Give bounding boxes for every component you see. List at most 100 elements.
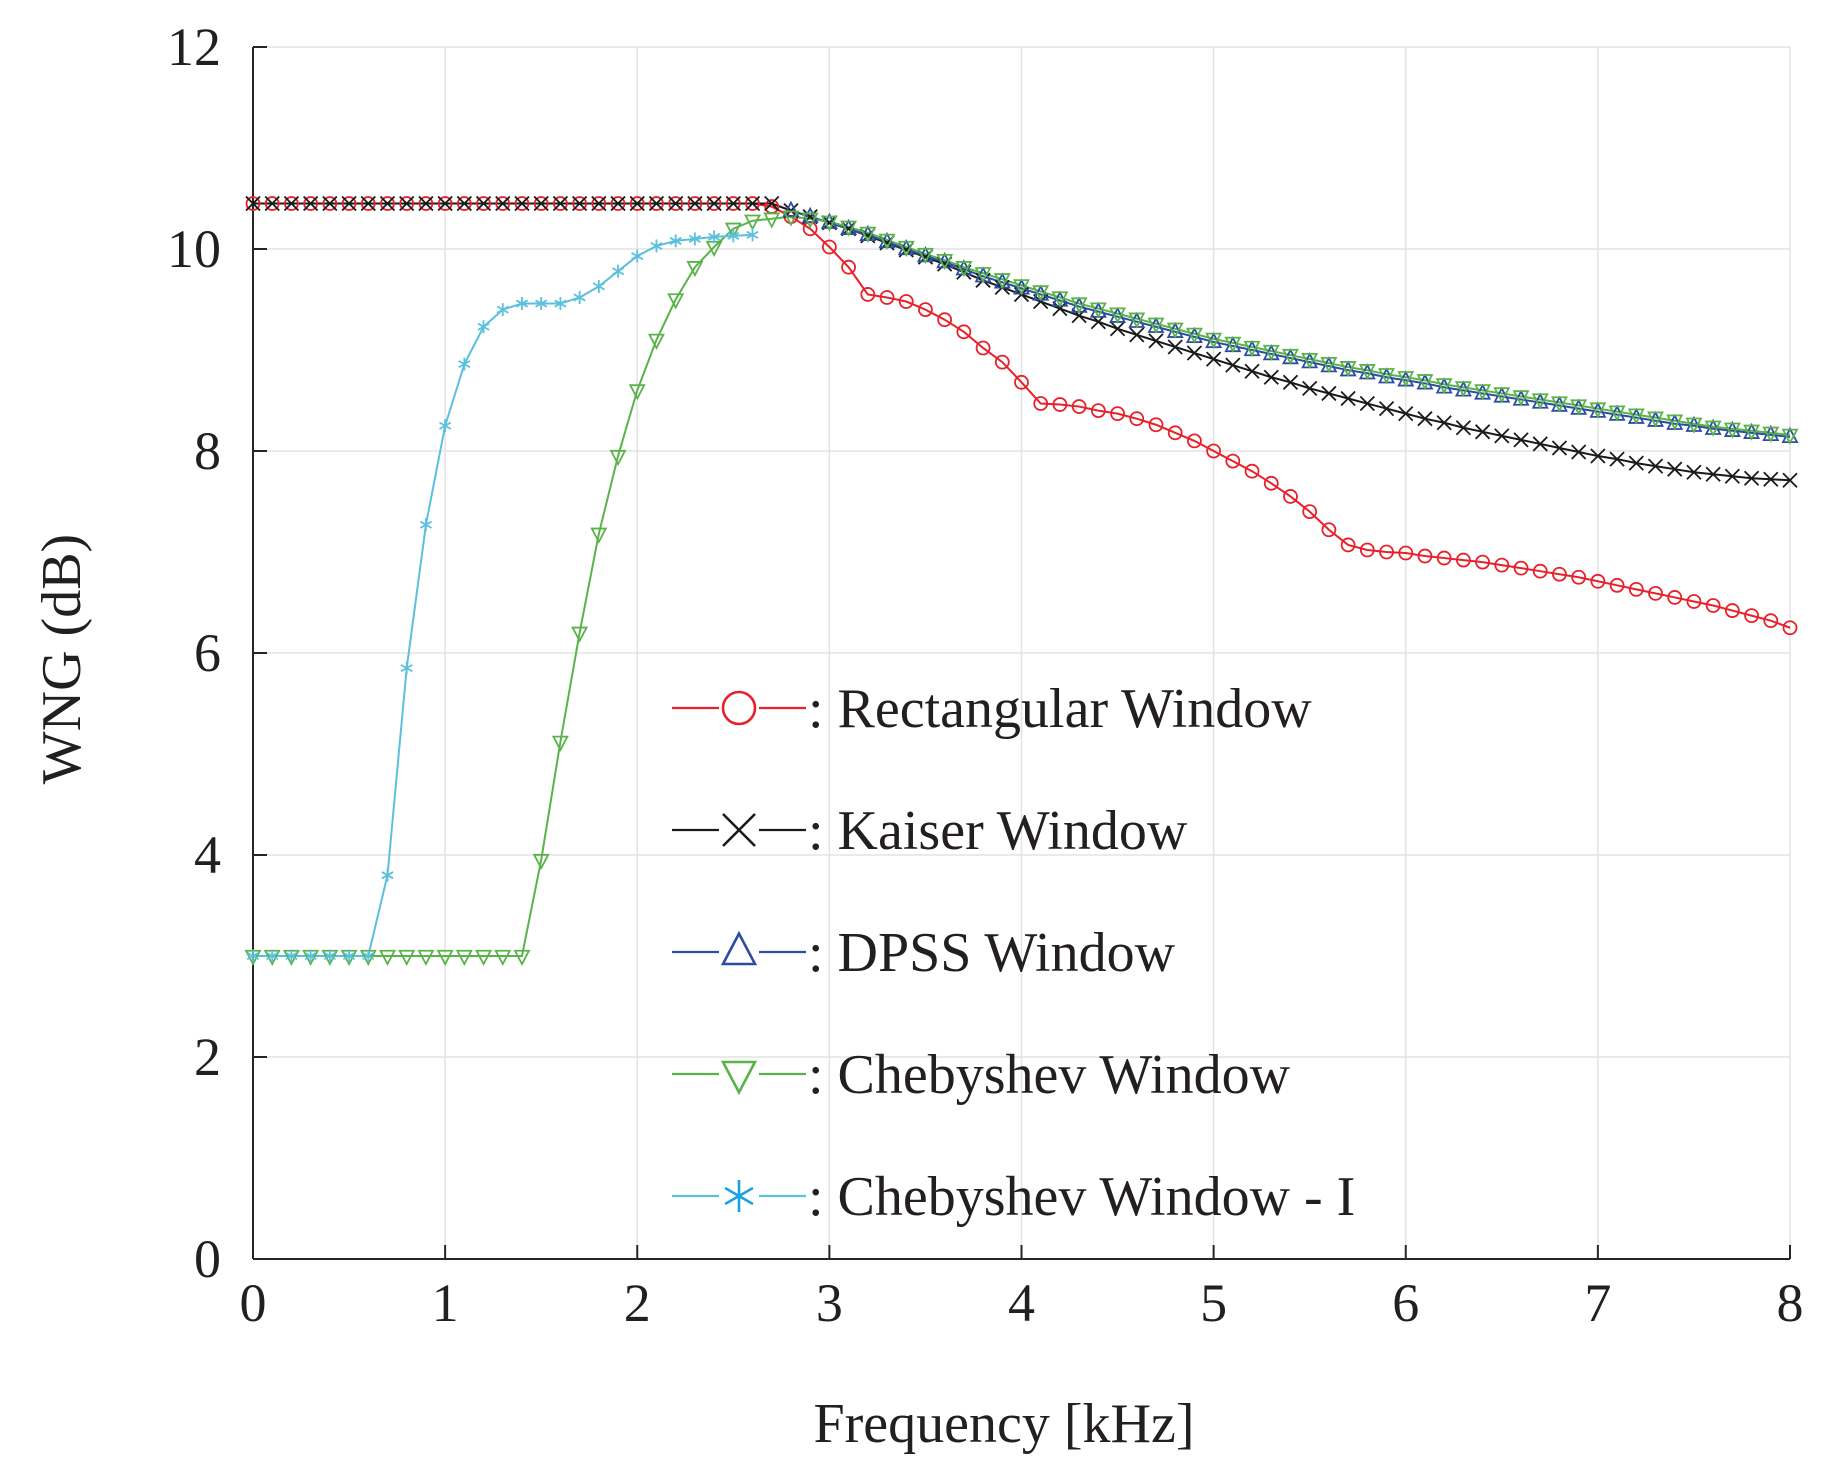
data-point (496, 303, 509, 317)
data-point (782, 210, 800, 227)
data-point (1302, 504, 1318, 520)
data-point (956, 324, 972, 340)
data-point (1609, 577, 1625, 593)
data-point (1513, 432, 1529, 448)
y-tick-label: 12 (167, 17, 221, 77)
data-point (1129, 411, 1145, 427)
data-point (513, 949, 531, 966)
data-point (1763, 613, 1779, 629)
data-point (458, 357, 471, 371)
data-point (916, 247, 934, 265)
data-point (400, 661, 413, 675)
data-point (515, 297, 529, 311)
data-point (744, 214, 762, 231)
data-point (1283, 489, 1298, 504)
data-point (378, 949, 396, 966)
data-point (841, 259, 856, 275)
data-point (1512, 390, 1530, 407)
data-point (592, 279, 605, 293)
data-point (1436, 415, 1452, 431)
data-point (266, 949, 279, 963)
data-point (1743, 424, 1761, 441)
data-point (245, 196, 261, 211)
data-point (399, 196, 415, 211)
data-point (1340, 390, 1356, 407)
legend-item-rectangular-window: : Rectangular Window (672, 678, 1312, 740)
data-point (1263, 369, 1279, 385)
grid-lines (253, 46, 1791, 1259)
data-point (859, 226, 877, 243)
data-point (1128, 312, 1146, 329)
data-point (1398, 545, 1414, 561)
data-point (419, 518, 433, 532)
data-point (1339, 361, 1357, 378)
data-point (436, 949, 454, 966)
data-point (1071, 399, 1087, 414)
data-point (1552, 566, 1567, 582)
data-point (1494, 557, 1510, 573)
x-tick-label: 3 (816, 1273, 843, 1333)
data-point (1224, 336, 1242, 353)
x-tick-label: 5 (1200, 1273, 1227, 1333)
series-line-chebyshev-window (253, 215, 1791, 957)
data-point (647, 333, 665, 350)
data-point (323, 949, 336, 963)
data-point (573, 290, 586, 304)
data-point (860, 287, 876, 302)
data-point (455, 949, 473, 966)
data-point (1763, 471, 1779, 487)
legend-label: : Chebyshev Window (808, 1044, 1291, 1106)
data-point (669, 234, 682, 248)
data-point (437, 195, 453, 212)
data-point (551, 735, 569, 752)
data-point (554, 297, 567, 311)
data-point (437, 196, 453, 211)
data-point (439, 419, 452, 433)
data-point (380, 196, 395, 211)
data-point (1379, 544, 1394, 560)
data-point (1531, 393, 1549, 410)
data-point (341, 196, 357, 211)
data-point (1109, 307, 1127, 324)
data-point (706, 196, 722, 211)
data-point (495, 195, 511, 212)
data-point (1782, 620, 1798, 636)
x-axis-title: Frequency [kHz] (814, 1393, 1195, 1455)
data-point (342, 949, 356, 963)
data-point (456, 196, 472, 211)
data-point (514, 196, 530, 211)
legend-marker (720, 1060, 758, 1096)
x-tick-label: 8 (1777, 1273, 1804, 1333)
data-point (1628, 455, 1644, 471)
data-point (1225, 357, 1241, 373)
data-point (1378, 400, 1395, 417)
data-point (724, 222, 742, 239)
data-point (725, 195, 741, 212)
legend-marker (724, 1180, 754, 1212)
data-point (379, 195, 396, 212)
data-point (1513, 560, 1529, 576)
data-point (1052, 397, 1068, 412)
data-point (285, 949, 298, 963)
data-point (284, 196, 299, 211)
data-point (1051, 291, 1069, 308)
x-tick-label: 2 (624, 1273, 651, 1333)
data-point (1474, 384, 1492, 401)
data-point (611, 264, 625, 278)
data-point (801, 212, 819, 229)
data-point (1397, 371, 1415, 388)
data-point (553, 196, 568, 211)
data-point (304, 949, 317, 963)
data-point (1571, 569, 1587, 585)
x-tick-label: 4 (1008, 1273, 1035, 1333)
data-point (667, 293, 685, 310)
data-point (341, 195, 357, 212)
data-point (725, 196, 741, 211)
data-point (764, 195, 780, 212)
data-point (1550, 396, 1568, 413)
legend-item-chebyshev-window-i: : Chebyshev Window - I (672, 1166, 1355, 1228)
legend-item-dpss-window: : DPSS Window (672, 922, 1176, 984)
legend-label: : DPSS Window (808, 922, 1176, 984)
data-point (533, 196, 549, 211)
